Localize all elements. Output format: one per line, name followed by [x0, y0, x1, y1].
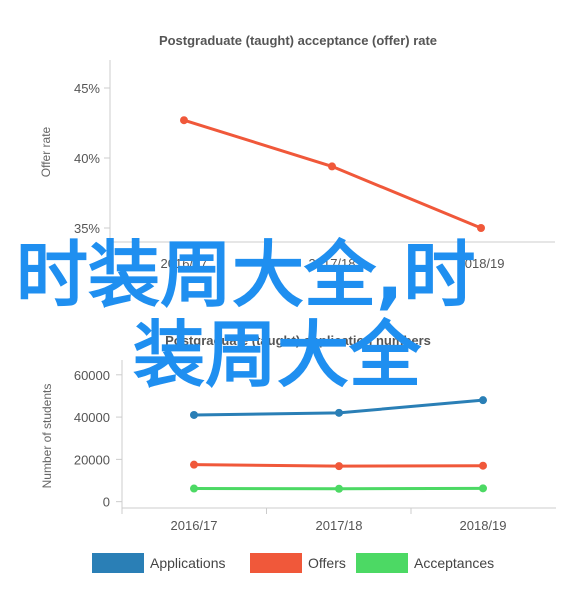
chart2-data-point	[479, 484, 487, 493]
chart2-x-tick-label: 2018/19	[460, 518, 507, 533]
chart1-x-tick-label: 2017/18	[309, 256, 356, 271]
chart1-x-tick-label: 2018/19	[458, 256, 505, 271]
chart1-y-tick-label: 45%	[74, 81, 100, 96]
chart2-x-tick-label: 2017/18	[316, 518, 363, 533]
chart1-y-tick-label: 35%	[74, 221, 100, 236]
legend-label-applications: Applications	[150, 555, 226, 571]
chart1-x-tick-label: 2016/17	[161, 256, 208, 271]
overlay-text-line2: 装周大全	[133, 313, 422, 397]
chart2-data-point	[335, 462, 343, 471]
chart1-data-point	[328, 162, 336, 171]
chart2-data-point	[190, 484, 198, 493]
chart2-data-point	[190, 460, 198, 469]
chart1-data-point	[477, 224, 485, 232]
chart2-title: Postgraduate (taught) application number…	[165, 333, 431, 348]
chart2-y-tick-label: 20000	[74, 452, 110, 467]
chart1-data-point	[180, 116, 188, 125]
chart1-y-tick-label: 40%	[74, 151, 100, 166]
legend-swatch-applications	[92, 553, 144, 573]
chart1-series-line-0	[183, 118, 482, 230]
offer-rate-chart: Postgraduate (taught) acceptance (offer)…	[39, 33, 555, 271]
legend-label-offers: Offers	[308, 555, 346, 571]
chart2-x-tick-label: 2016/17	[171, 518, 218, 533]
application-numbers-chart: Postgraduate (taught) application number…	[40, 333, 556, 573]
chart1-y-axis-label: Offer rate	[39, 126, 53, 177]
chart2-y-tick-label: 40000	[74, 410, 110, 425]
chart2-legend: Applications Offers Acceptances	[92, 553, 494, 573]
chart2-data-point	[335, 484, 343, 493]
legend-swatch-acceptances	[356, 553, 408, 573]
chart2-data-point	[335, 408, 343, 417]
legend-swatch-offers	[250, 553, 302, 573]
chart2-data-point	[190, 410, 198, 419]
chart2-y-tick-label: 60000	[74, 368, 110, 383]
chart2-data-point	[479, 396, 487, 405]
legend-label-acceptances: Acceptances	[414, 555, 494, 571]
chart2-data-point	[479, 461, 487, 470]
overlay-text-line1: 时装周大全,时	[16, 233, 475, 317]
chart2-y-axis-label: Number of students	[40, 384, 54, 489]
chart1-title: Postgraduate (taught) acceptance (offer)…	[159, 33, 437, 48]
chart2-y-tick-label: 0	[103, 495, 110, 510]
